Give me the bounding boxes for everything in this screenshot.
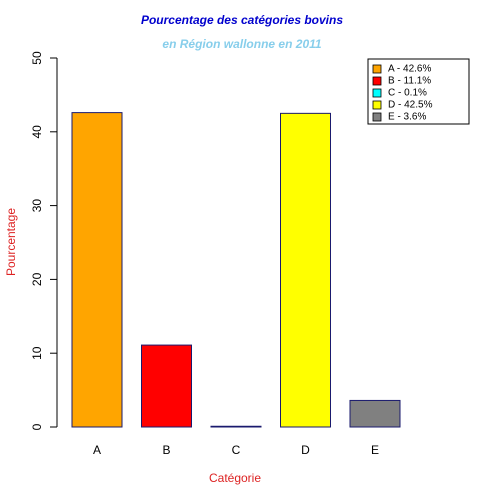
bar [349,399,401,428]
bar [280,112,331,428]
legend-box [367,58,470,125]
bar [210,425,262,428]
legend-swatch [372,88,382,98]
x-tick-label: E [371,443,379,457]
bar [141,344,192,428]
y-tick-label: 30 [30,199,44,213]
y-tick-label: 50 [30,51,44,65]
y-tick-label: 0 [30,423,44,430]
x-tick-label: A [93,443,101,457]
y-tick-label: 20 [30,272,44,286]
chart-title: Pourcentage des catégories bovins [141,13,343,27]
x-tick-label: C [232,443,241,457]
chart-subtitle: en Région wallonne en 2011 [162,37,321,51]
legend-swatch [372,112,382,122]
x-tick-label: B [162,443,170,457]
legend-swatch [372,76,382,86]
y-tick-label: 10 [30,346,44,360]
legend-label: A - 42.6% [388,64,431,75]
y-axis-label: Pourcentage [4,208,18,276]
bar [71,112,123,428]
legend-swatch [372,100,382,110]
legend-label: C - 0.1% [388,88,427,99]
legend-label: E - 3.6% [388,112,426,123]
x-axis-label: Catégorie [209,471,261,485]
legend-swatch [372,64,382,74]
legend-label: D - 42.5% [388,100,433,111]
legend-label: B - 11.1% [388,76,431,87]
y-tick-label: 40 [30,125,44,139]
x-tick-label: D [301,443,310,457]
